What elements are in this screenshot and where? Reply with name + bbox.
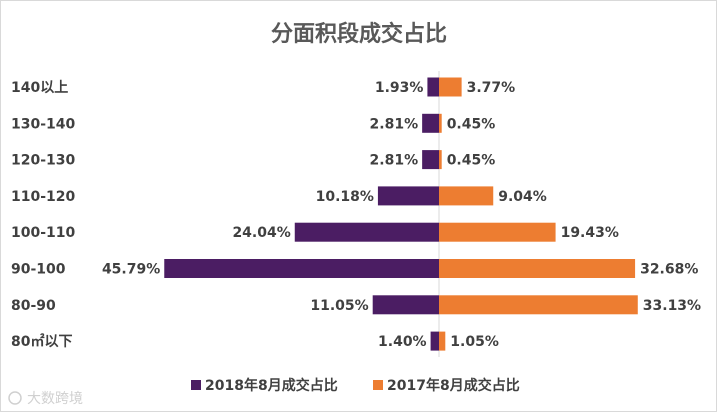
category-label-row-0: 140以上 xyxy=(11,80,68,96)
bar-2018-row-2 xyxy=(422,150,439,170)
bar-2018-row-7 xyxy=(430,331,439,351)
labels-group: 140以上 1.93% 3.77% 130-140 2.81% 0.45% 120-130 2… xyxy=(11,80,701,350)
data-label-2017-row-3: 9.04% xyxy=(498,189,547,205)
data-label-2017-row-1: 0.45% xyxy=(447,116,496,132)
bar-2018-row-5 xyxy=(164,259,439,278)
legend-swatch-0 xyxy=(191,380,201,390)
data-label-2018-row-2: 2.81% xyxy=(370,153,419,169)
bars-group xyxy=(164,71,638,357)
category-label-row-4: 100-110 xyxy=(11,225,76,241)
bar-2017-row-5 xyxy=(439,259,636,278)
bar-2018-row-6 xyxy=(372,295,439,315)
data-label-2017-row-4: 19.43% xyxy=(561,225,619,241)
bar-2018-row-3 xyxy=(377,186,439,206)
category-label-row-3: 110-120 xyxy=(11,189,76,205)
data-label-2018-row-1: 2.81% xyxy=(370,116,419,132)
watermark-logo-icon xyxy=(8,391,22,405)
data-label-2018-row-3: 10.18% xyxy=(316,189,374,205)
bar-2018-row-4 xyxy=(294,222,439,242)
data-label-2017-row-5: 32.68% xyxy=(640,262,698,278)
watermark: 大数跨境 xyxy=(8,391,83,407)
data-label-2018-row-6: 11.05% xyxy=(310,298,368,314)
bar-2017-row-7 xyxy=(439,331,446,351)
category-label-row-7: 80㎡以下 xyxy=(11,333,72,350)
bar-2018-row-0 xyxy=(427,77,439,97)
legend: 2018年8月成交占比 2017年8月成交占比 xyxy=(191,377,520,394)
legend-swatch-1 xyxy=(373,380,383,390)
data-label-2017-row-2: 0.45% xyxy=(447,153,496,169)
legend-label-1: 2017年8月成交占比 xyxy=(387,377,520,394)
data-label-2018-row-0: 1.93% xyxy=(375,80,424,96)
category-label-row-2: 120-130 xyxy=(11,153,76,169)
data-label-2017-row-7: 1.05% xyxy=(450,334,499,350)
chart-title: 分面积段成交占比 xyxy=(271,21,447,47)
bar-2017-row-2 xyxy=(439,150,442,170)
legend-label-0: 2018年8月成交占比 xyxy=(205,377,338,394)
bar-2017-row-0 xyxy=(439,77,462,97)
category-label-row-6: 80-90 xyxy=(11,298,56,314)
category-label-row-5: 90-100 xyxy=(11,262,66,278)
watermark-text: 大数跨境 xyxy=(27,391,83,407)
bar-2017-row-3 xyxy=(439,186,494,206)
data-label-2018-row-5: 45.79% xyxy=(102,262,160,278)
bar-2017-row-4 xyxy=(439,222,556,242)
data-label-2018-row-7: 1.40% xyxy=(378,334,427,350)
data-label-2017-row-6: 33.13% xyxy=(643,298,701,314)
bar-2017-row-6 xyxy=(439,295,638,315)
bar-2018-row-1 xyxy=(422,113,439,133)
data-label-2018-row-4: 24.04% xyxy=(232,225,290,241)
bar-2017-row-1 xyxy=(439,113,442,133)
category-label-row-1: 130-140 xyxy=(11,116,76,132)
data-label-2017-row-0: 3.77% xyxy=(467,80,516,96)
